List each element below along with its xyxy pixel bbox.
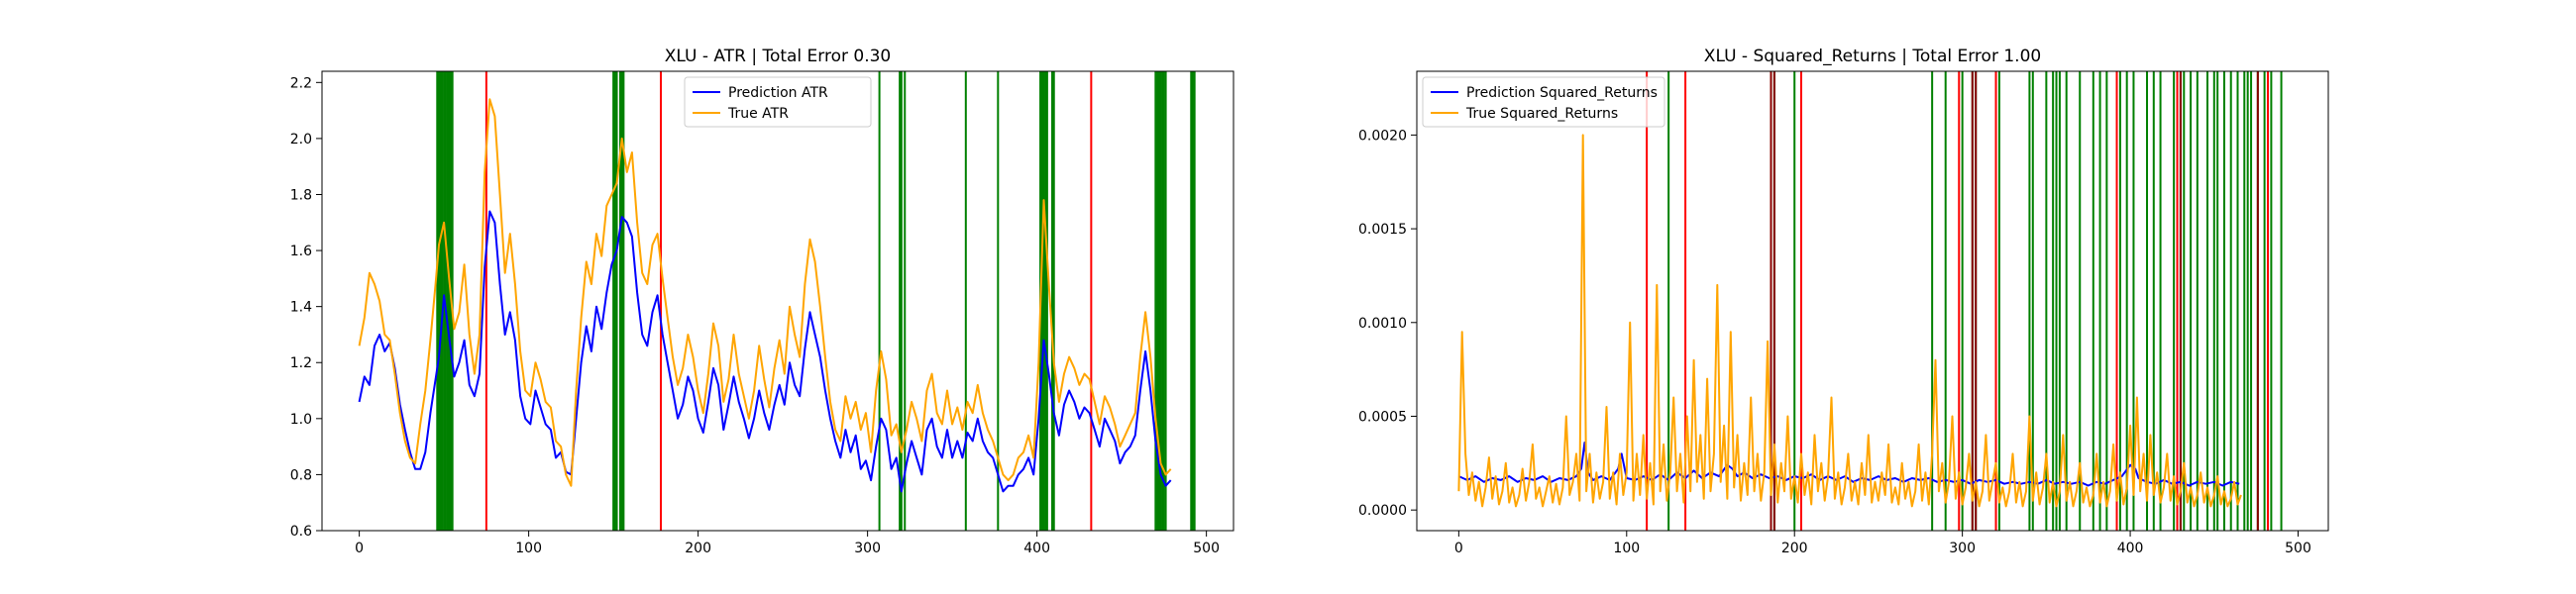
squared-returns-x-tick-label-2: 200: [1781, 541, 1808, 556]
squared-returns-vline-layer: [1646, 71, 2283, 531]
squared-returns-x-tick-label-1: 100: [1613, 541, 1640, 556]
squared-returns-chart: XLU - Squared_Returns | Total Error 1.00…: [1358, 47, 2329, 556]
atr-y-tick-label-6: 1.8: [290, 187, 312, 203]
squared-returns-x-tick-label-0: 0: [1454, 541, 1463, 556]
squared-returns-y-tick-label-3: 0.0015: [1358, 222, 1407, 238]
atr-y-axis: 0.6 0.8 1.0 1.2 1.4 1.6 1.8 2.0 2.2: [290, 75, 322, 540]
squared-returns-chart-title: XLU - Squared_Returns | Total Error 1.00: [1704, 47, 2041, 66]
atr-y-tick-label-3: 1.2: [290, 355, 312, 371]
atr-vline-layer: [436, 71, 1196, 531]
atr-legend-label-prediction: Prediction ATR: [728, 85, 828, 101]
atr-axes-frame: [321, 70, 1234, 532]
atr-y-tick-label-7: 2.0: [290, 132, 312, 148]
atr-y-tick-label-1: 0.8: [290, 467, 312, 483]
squared-returns-legend: Prediction Squared_Returns True Squared_…: [1422, 76, 1665, 128]
atr-y-tick-label-0: 0.6: [290, 524, 312, 540]
squared-returns-x-tick-label-4: 400: [2117, 541, 2144, 556]
atr-x-tick-label-0: 0: [355, 541, 364, 556]
atr-legend: Prediction ATR True ATR: [684, 76, 872, 128]
atr-x-tick-label-4: 400: [1023, 541, 1050, 556]
squared-returns-x-tick-label-5: 500: [2285, 541, 2311, 556]
squared-returns-x-tick-label-3: 300: [1949, 541, 1976, 556]
atr-x-tick-label-3: 300: [854, 541, 881, 556]
squared-returns-y-tick-label-1: 0.0005: [1358, 409, 1407, 425]
atr-series-line-true: [358, 98, 1172, 487]
squared-returns-y-tick-label-0: 0.0000: [1358, 503, 1407, 519]
squared-returns-y-tick-label-2: 0.0010: [1358, 316, 1407, 332]
atr-x-axis: 0 100 200 300 400 500: [355, 531, 1220, 556]
atr-x-tick-label-1: 100: [515, 541, 542, 556]
atr-chart: XLU - ATR | Total Error 0.30 0 100 200 300 4…: [290, 47, 1234, 556]
squared-returns-legend-label-prediction: Prediction Squared_Returns: [1466, 85, 1658, 101]
squared-returns-series-layer: [1457, 134, 2242, 508]
squared-returns-x-axis: 0 100 200 300 400 500: [1454, 531, 2311, 556]
atr-series-line-prediction: [358, 210, 1172, 493]
atr-y-tick-label-8: 2.2: [290, 75, 312, 91]
atr-series-layer: [358, 98, 1172, 493]
atr-x-tick-label-2: 200: [685, 541, 711, 556]
squared-returns-y-tick-label-4: 0.0020: [1358, 128, 1407, 144]
squared-returns-legend-box: [1422, 76, 1665, 128]
squared-returns-legend-label-true: True Squared_Returns: [1465, 106, 1618, 122]
squared-returns-axes-frame: [1416, 70, 2329, 532]
atr-x-tick-label-5: 500: [1193, 541, 1220, 556]
atr-y-tick-label-4: 1.4: [290, 300, 312, 316]
atr-y-tick-label-5: 1.6: [290, 244, 312, 259]
atr-legend-label-true: True ATR: [727, 106, 789, 122]
squared-returns-y-axis: 0.0000 0.0005 0.0010 0.0015 0.0020: [1358, 128, 1417, 519]
squared-returns-series-line-true: [1457, 134, 2242, 508]
atr-legend-box: [684, 76, 872, 128]
atr-y-tick-label-2: 1.0: [290, 412, 312, 428]
atr-chart-title: XLU - ATR | Total Error 0.30: [665, 47, 892, 66]
